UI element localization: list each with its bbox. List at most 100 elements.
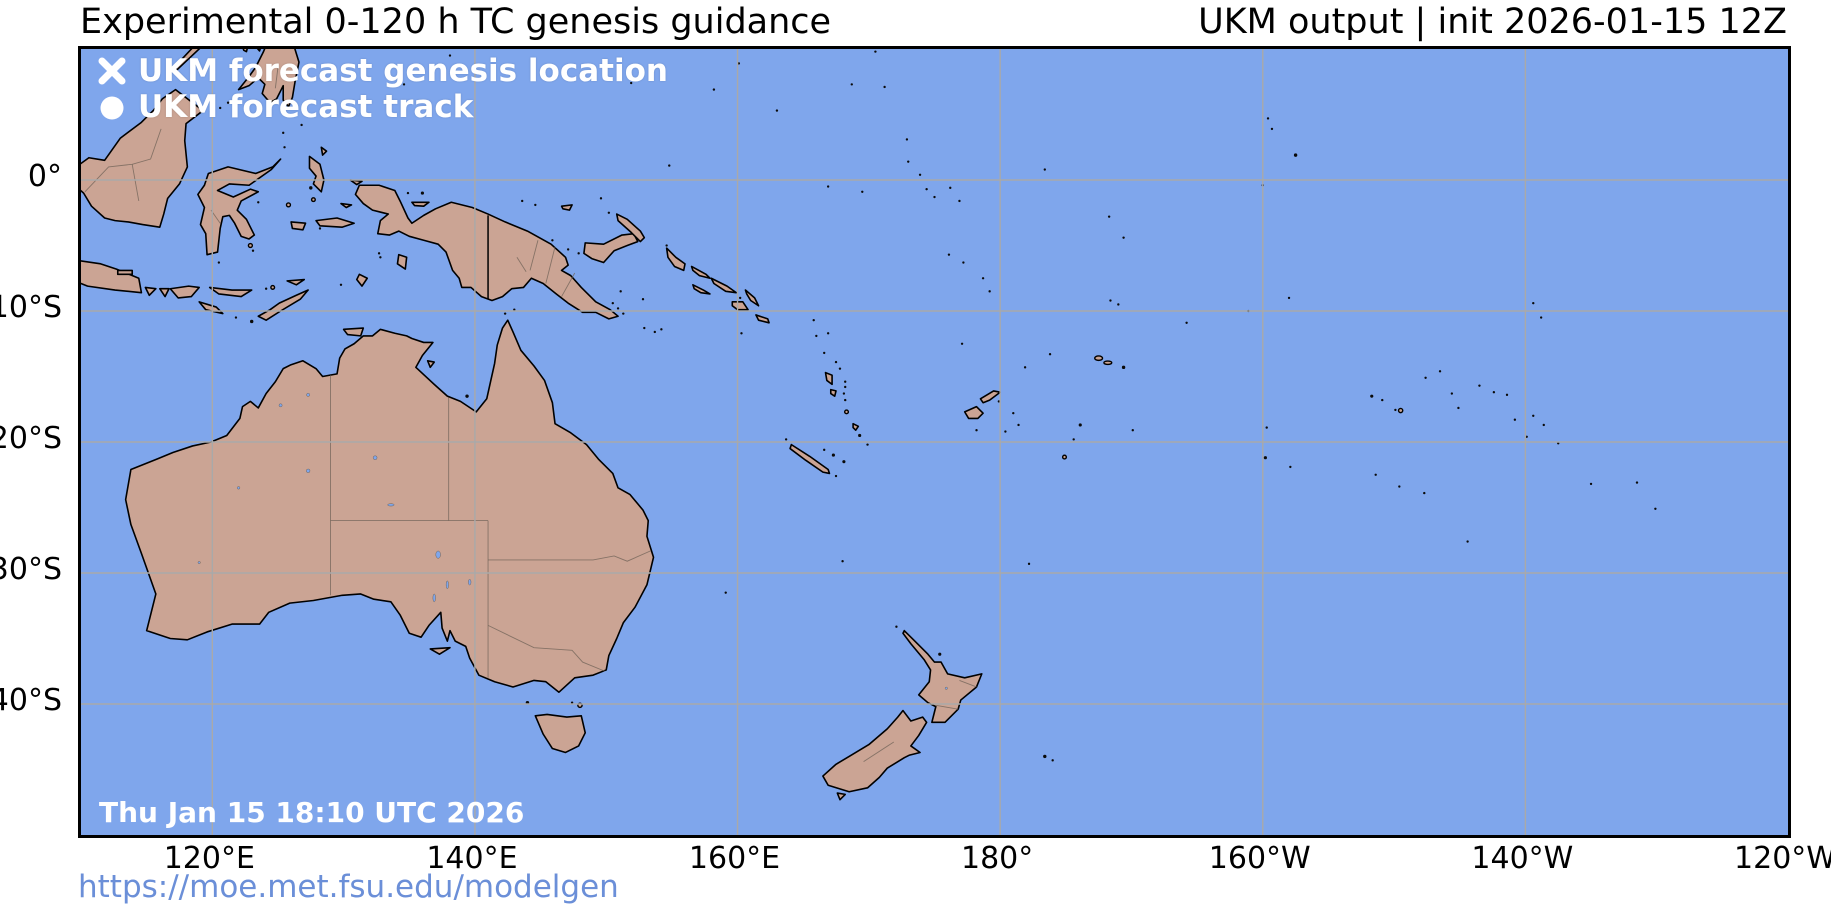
island-dot bbox=[1423, 491, 1426, 495]
island-dot bbox=[1078, 423, 1082, 427]
island-dot bbox=[570, 701, 574, 704]
island-dot bbox=[1043, 168, 1046, 171]
island-dot bbox=[1095, 356, 1103, 360]
landmass bbox=[826, 373, 833, 385]
admin-border bbox=[488, 625, 605, 671]
landmass bbox=[239, 49, 299, 107]
island-dot bbox=[1370, 394, 1374, 398]
island-dot bbox=[988, 290, 991, 293]
island-dot bbox=[1654, 507, 1657, 510]
island-dot bbox=[402, 83, 406, 86]
island-dot bbox=[521, 199, 524, 203]
landmass bbox=[693, 285, 710, 294]
island-dot bbox=[465, 394, 469, 398]
island-dot bbox=[238, 94, 242, 98]
island-dot bbox=[724, 591, 727, 594]
landmass bbox=[321, 147, 326, 155]
island-dot bbox=[219, 106, 222, 110]
lake bbox=[945, 687, 947, 689]
island-dot bbox=[1457, 406, 1460, 410]
source-url-link[interactable]: https://moe.met.fsu.edu/modelgen bbox=[78, 869, 619, 905]
island-dot bbox=[318, 227, 322, 230]
island-dot bbox=[947, 253, 951, 256]
island-dot bbox=[1539, 316, 1543, 319]
landmass bbox=[756, 315, 769, 323]
island-dot bbox=[234, 97, 238, 100]
island-dot bbox=[842, 392, 846, 395]
lake bbox=[388, 504, 395, 506]
island-dot bbox=[981, 277, 985, 280]
island-dot bbox=[1424, 376, 1427, 379]
landmass bbox=[831, 390, 836, 397]
island-dot bbox=[918, 173, 922, 176]
admin-border bbox=[517, 257, 526, 271]
island-dot bbox=[660, 328, 663, 331]
map-canvas: UKM forecast genesis location UKM forecas… bbox=[78, 46, 1791, 838]
island-dot bbox=[1027, 562, 1031, 566]
island-dot bbox=[1263, 456, 1267, 460]
island-dot bbox=[1117, 303, 1120, 306]
island-dot bbox=[339, 283, 343, 286]
island-dot bbox=[251, 249, 255, 252]
landmass bbox=[344, 328, 364, 336]
island-dot bbox=[815, 334, 818, 338]
lon-tick-label: 140°E bbox=[426, 841, 518, 876]
landmass bbox=[81, 90, 203, 228]
admin-border bbox=[936, 705, 958, 709]
island-dot bbox=[599, 197, 603, 200]
island-dot bbox=[665, 244, 668, 247]
island-dot bbox=[271, 286, 275, 290]
island-dot bbox=[300, 123, 303, 127]
island-dot bbox=[1374, 473, 1377, 476]
landmass bbox=[256, 49, 261, 51]
admin-border bbox=[275, 67, 278, 88]
island-dot bbox=[249, 319, 254, 324]
island-dot bbox=[1265, 426, 1268, 429]
lat-tick-label: 0° bbox=[27, 158, 62, 194]
island-dot bbox=[643, 326, 646, 330]
island-dot bbox=[997, 400, 1001, 403]
island-dot bbox=[907, 160, 910, 163]
landmass bbox=[355, 185, 618, 319]
latitude-axis: 0° 10°S 20°S 30°S 40°S bbox=[0, 0, 70, 922]
island-dot bbox=[844, 385, 847, 389]
island-dot bbox=[784, 438, 788, 441]
island-dot bbox=[668, 164, 671, 167]
lake bbox=[198, 561, 200, 563]
island-dot bbox=[740, 332, 743, 335]
landmass bbox=[397, 255, 406, 269]
admin-border bbox=[959, 680, 976, 687]
island-dot bbox=[1063, 455, 1067, 459]
lake bbox=[468, 579, 471, 585]
map-timestamp: Thu Jan 15 18:10 UTC 2026 bbox=[99, 796, 525, 829]
legend-row: UKM forecast genesis location bbox=[95, 53, 668, 89]
landmass bbox=[965, 407, 983, 419]
island-dot bbox=[257, 201, 260, 204]
island-dot bbox=[1017, 423, 1020, 427]
island-dot bbox=[861, 190, 864, 193]
island-dot bbox=[831, 453, 835, 457]
island-dot bbox=[834, 360, 838, 364]
landmass bbox=[745, 290, 758, 306]
landmass bbox=[258, 290, 308, 320]
x-marker-icon bbox=[95, 54, 129, 88]
island-dot bbox=[1635, 481, 1639, 484]
landmass bbox=[199, 302, 223, 314]
landmass bbox=[428, 361, 435, 368]
landmass bbox=[617, 214, 645, 242]
lake bbox=[446, 581, 448, 589]
admin-border bbox=[132, 164, 139, 201]
legend-row: UKM forecast track bbox=[95, 89, 668, 125]
legend-label: UKM forecast genesis location bbox=[138, 53, 668, 89]
island-dot bbox=[841, 560, 844, 563]
island-dot bbox=[616, 307, 620, 310]
island-dot bbox=[823, 448, 826, 452]
landmass bbox=[160, 289, 169, 297]
landmass bbox=[853, 424, 858, 431]
island-dot bbox=[1466, 540, 1469, 543]
island-dot bbox=[1122, 236, 1125, 239]
island-dot bbox=[653, 330, 656, 334]
island-dot bbox=[283, 146, 286, 149]
landmass bbox=[837, 793, 845, 800]
